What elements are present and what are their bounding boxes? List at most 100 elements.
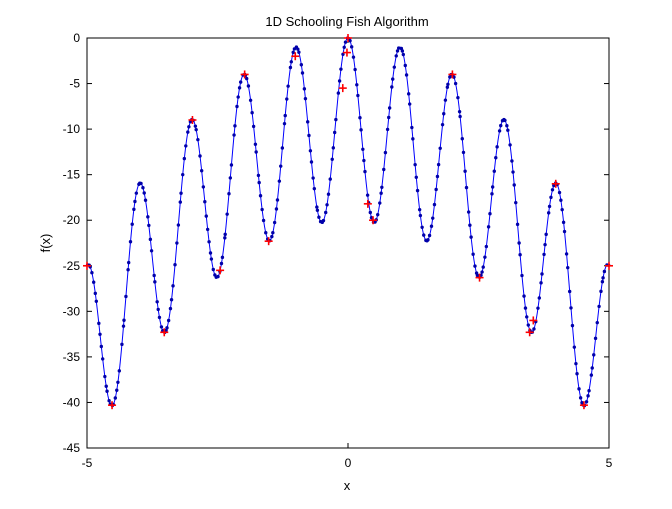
curve-point [315, 205, 319, 209]
curve-point [420, 225, 424, 229]
curve-point [155, 300, 159, 304]
curve-point [540, 272, 544, 276]
curve-point [117, 369, 122, 373]
curve-point [153, 280, 157, 284]
highlight-point [344, 34, 352, 42]
highlight-point [338, 84, 347, 93]
curve-point [237, 86, 242, 90]
curve-point [184, 144, 188, 148]
curve-point [157, 315, 162, 320]
curve-point [203, 200, 207, 204]
curve-point [336, 91, 341, 95]
curve-point [90, 271, 94, 275]
curve-point [204, 214, 208, 218]
curve-point [258, 194, 263, 198]
curve-point [417, 207, 422, 212]
curve-point [171, 284, 175, 288]
curve-point [220, 255, 225, 260]
curve-point [484, 244, 489, 249]
curve-point [164, 328, 168, 333]
curve-point [121, 324, 126, 328]
curve-point [173, 263, 177, 267]
curve-point [494, 156, 498, 160]
curve-point [569, 306, 573, 310]
curve-point [508, 143, 512, 147]
curve-point [597, 304, 601, 309]
curve-point [216, 274, 220, 279]
curve-point [546, 211, 551, 215]
curve-point [511, 170, 515, 174]
curve-point [233, 124, 237, 128]
curve-point [488, 212, 492, 216]
plot-area: -5 0 5 0 -5 -10 -15 -20 -25 -30 -35 -40 -45 [63, 31, 613, 470]
curve-point [514, 200, 518, 205]
curve-point [303, 96, 308, 101]
highlight-point [525, 328, 534, 337]
curve-point [522, 294, 526, 298]
curve-point [408, 102, 412, 106]
curve-point [490, 185, 495, 189]
curve-point [587, 388, 591, 393]
curve-point [115, 388, 119, 392]
x-tick-label: -5 [82, 456, 93, 470]
curve-point [211, 267, 215, 272]
curve-point [291, 50, 295, 55]
curve-point [550, 188, 555, 192]
curve-point [520, 273, 524, 278]
curve-point [552, 183, 556, 188]
curve-point [536, 306, 540, 310]
curve-point [208, 251, 213, 255]
curve-point [337, 79, 342, 83]
x-axis-label: x [344, 478, 351, 493]
curve-point [149, 249, 154, 253]
highlight-point [188, 116, 197, 124]
curve-point [385, 127, 390, 132]
curve-point [205, 227, 210, 232]
curve-point [168, 306, 173, 311]
curve-point [122, 318, 126, 322]
curve-point [228, 176, 233, 180]
curve-point [445, 85, 450, 89]
y-tick-label: -45 [63, 441, 81, 455]
curve-point [199, 169, 204, 173]
curve-point [395, 49, 400, 53]
curve-point [503, 118, 507, 123]
curve-point [148, 237, 153, 242]
curve-point [179, 191, 183, 195]
curve-point [387, 115, 391, 120]
curve-point [351, 55, 356, 59]
curve-point [254, 150, 258, 154]
curve-point [547, 204, 552, 209]
curve-point [592, 353, 596, 357]
curve-point [510, 159, 514, 163]
curve-point [457, 109, 462, 114]
curve-point [285, 97, 289, 101]
curve-point [341, 52, 345, 56]
highlight-point [160, 328, 169, 337]
curve-point [124, 294, 128, 299]
curve-point [307, 133, 311, 138]
curve-point [134, 191, 139, 195]
curve-point [283, 113, 287, 118]
curve-point [251, 124, 256, 129]
curve-point [468, 223, 472, 227]
curve-point [602, 269, 607, 274]
highlight-point [240, 70, 249, 79]
curve-point [132, 207, 136, 212]
curve-point [229, 163, 234, 167]
curve-point [572, 345, 577, 349]
curve-point [537, 296, 541, 300]
curve-point [288, 65, 293, 70]
curve-point [574, 361, 578, 366]
curve-point [279, 164, 283, 168]
curve-point [312, 186, 317, 191]
curve-point [523, 306, 528, 310]
curve-point [387, 106, 392, 110]
curve-point [181, 172, 185, 177]
curve-point [194, 127, 198, 132]
curve-point [466, 210, 471, 214]
curve-point [147, 223, 151, 228]
curve-point [564, 252, 569, 256]
highlight-point [551, 179, 560, 188]
